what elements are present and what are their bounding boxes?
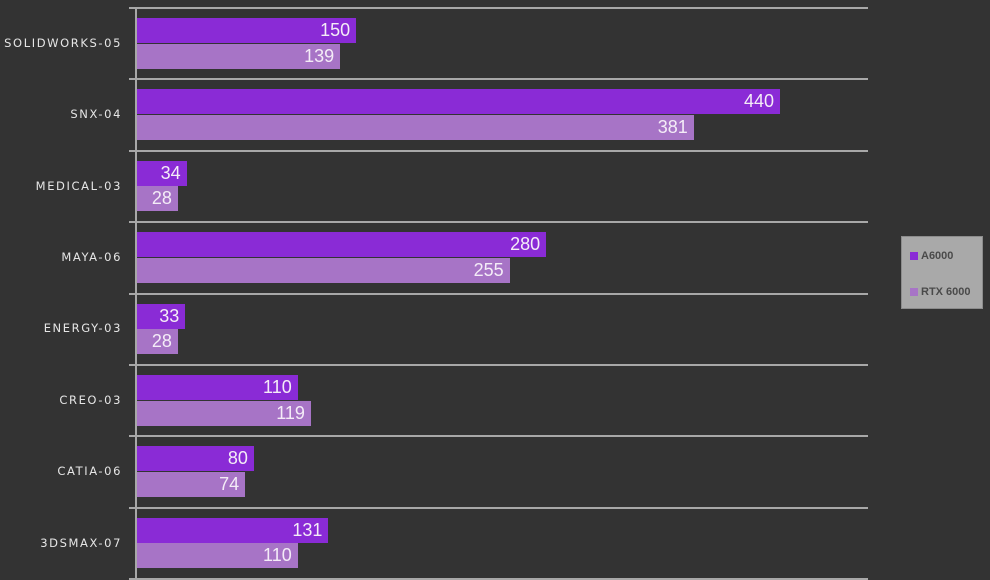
category-label: CATIA-06	[57, 464, 122, 479]
gridline	[129, 578, 868, 580]
data-label: 28	[151, 188, 172, 209]
data-label: 80	[227, 448, 248, 469]
bar-rtx-6000: 139	[137, 43, 341, 69]
data-label: 131	[292, 519, 323, 540]
data-label: 381	[657, 116, 688, 137]
bar-a6000: 110	[137, 375, 298, 400]
data-label: 110	[263, 377, 292, 397]
legend: A6000 RTX 6000	[901, 236, 983, 309]
bar-a6000: 280	[137, 232, 547, 258]
bar-a6000: 440	[137, 89, 780, 115]
category-label: 3DSMAX-07	[40, 535, 122, 550]
data-label: 33	[159, 305, 180, 326]
gridline	[129, 364, 868, 366]
data-label: 139	[304, 45, 335, 66]
category-label: SOLIDWORKS-05	[4, 35, 122, 50]
gridline	[129, 78, 868, 81]
data-label: 110	[263, 545, 292, 566]
bar-a6000: 131	[137, 517, 329, 543]
data-label: 119	[276, 402, 305, 423]
gridline	[129, 149, 868, 152]
gridline	[129, 435, 868, 438]
gridline	[129, 506, 868, 509]
bar-rtx-6000: 28	[137, 186, 178, 212]
bar-rtx-6000: 119	[137, 400, 311, 426]
legend-item-rtx6000: RTX 6000	[910, 286, 971, 298]
legend-label: RTX 6000	[921, 286, 971, 298]
bar-a6000: 80	[137, 446, 254, 472]
bar-a6000: 150	[137, 18, 357, 43]
data-label: 150	[320, 20, 351, 40]
data-label: 74	[219, 473, 240, 494]
bar-rtx-6000: 110	[137, 543, 298, 569]
data-label: 28	[151, 331, 172, 352]
category-label: ENERGY-03	[43, 321, 122, 336]
category-label: SNX-04	[70, 107, 122, 122]
category-label: MEDICAL-03	[35, 178, 122, 193]
data-label: 440	[743, 91, 774, 112]
bar-rtx-6000: 28	[137, 329, 178, 355]
gridline	[129, 292, 868, 295]
gridline	[129, 221, 868, 224]
legend-swatch-a6000-icon	[910, 252, 918, 260]
legend-label: A6000	[921, 250, 954, 262]
gridline	[129, 7, 868, 9]
data-label: 255	[473, 259, 504, 280]
legend-swatch-rtx6000-icon	[910, 288, 918, 296]
data-label: 280	[510, 234, 541, 255]
category-label: CREO-03	[59, 392, 122, 407]
category-label: MAYA-06	[61, 249, 122, 264]
bar-a6000: 34	[137, 160, 187, 186]
data-label: 34	[160, 162, 181, 183]
bar-rtx-6000: 255	[137, 257, 510, 283]
bar-a6000: 33	[137, 303, 186, 329]
bar-rtx-6000: 74	[137, 471, 246, 497]
bar-rtx-6000: 381	[137, 114, 694, 140]
legend-item-a6000: A6000	[910, 250, 953, 262]
